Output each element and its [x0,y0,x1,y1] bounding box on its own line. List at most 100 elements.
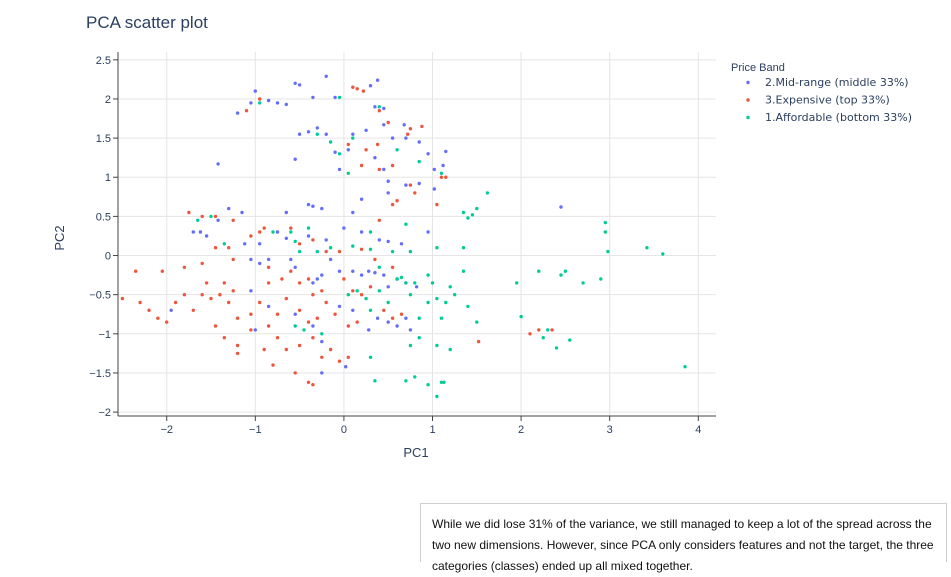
data-point [444,149,448,154]
data-point [444,175,448,179]
data-point [386,300,390,305]
data-point [528,332,532,336]
data-point [377,289,381,293]
data-point [235,343,240,348]
data-point [399,242,404,246]
data-point [306,234,311,238]
data-point [554,346,559,350]
data-point [439,380,444,384]
data-point [346,355,350,359]
data-point [222,336,226,340]
data-point [216,218,220,222]
data-point [306,380,311,384]
data-point [373,271,377,275]
data-point [475,206,479,211]
data-point [364,296,368,301]
data-point [606,249,610,254]
data-point [364,148,368,152]
data-point [297,343,302,348]
data-point [426,152,430,156]
data-point [235,316,240,320]
data-point [550,328,554,332]
data-point [315,277,319,281]
data-point [120,296,125,301]
data-point [361,89,366,93]
data-point [441,163,445,168]
data-point [515,281,519,285]
data-point [337,95,342,100]
data-point [266,98,271,103]
data-point [444,300,448,305]
data-point [284,347,288,352]
y-tick-label: 2.5 [96,55,111,67]
data-point [404,281,408,285]
data-point [408,127,413,131]
data-point [368,247,373,251]
x-tick-label: 4 [695,424,701,436]
data-point [395,199,399,203]
data-point [439,316,444,320]
data-point [320,371,324,375]
data-point [373,379,377,383]
data-point [328,246,333,250]
data-point [377,105,381,109]
data-point [275,230,280,234]
data-point [320,289,324,293]
data-point [213,214,218,219]
data-point [390,202,395,207]
data-point [359,273,364,277]
data-point [204,281,209,285]
legend-item-label: 2.Mid-range (middle 33%) [765,76,909,89]
data-point [249,312,253,316]
data-point [324,249,328,254]
legend-marker [746,115,750,120]
data-point [289,257,293,262]
data-point [461,246,466,250]
y-tick-label: −0.5 [89,290,111,302]
data-point [386,179,390,183]
data-point [386,320,390,324]
data-point [200,261,204,266]
data-point [382,106,386,111]
data-point [377,109,381,113]
data-point [306,277,311,281]
data-point [324,132,328,136]
data-point [266,265,271,269]
data-point [293,239,297,244]
data-point [435,394,439,399]
data-point [258,300,262,305]
data-point [466,304,470,309]
data-point [328,140,333,144]
data-point [399,275,404,280]
data-point [373,257,377,262]
data-point [395,148,399,152]
data-point [346,142,350,147]
data-point [320,339,324,344]
data-point [426,273,430,277]
data-point [430,281,435,285]
data-point [377,265,381,269]
data-point [559,205,563,209]
y-tick-label: 1 [105,172,111,184]
data-point [470,213,475,217]
axis-lines [113,52,716,421]
data-point [342,277,346,281]
data-point [408,343,413,348]
data-point [386,191,390,195]
data-point [355,87,359,91]
data-point [191,308,195,312]
data-point [448,285,452,289]
data-point [448,347,452,352]
data-point [297,242,302,246]
data-point [537,328,541,332]
data-point [213,246,218,250]
data-point [568,338,572,342]
data-point [209,296,213,301]
data-point [603,230,607,234]
x-tick-label: −2 [160,424,173,436]
data-point [315,132,319,136]
data-point [559,273,563,277]
data-point [382,123,386,127]
data-point [293,371,297,375]
data-point [258,97,262,101]
